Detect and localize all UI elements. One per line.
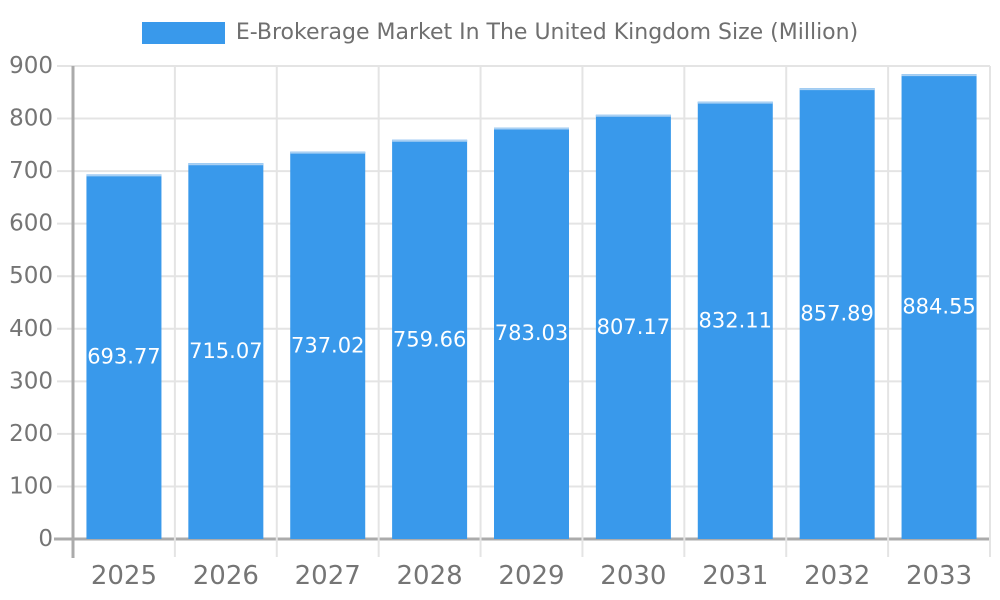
y-tick-label: 600 <box>9 211 53 237</box>
y-tick-label: 300 <box>9 368 53 394</box>
legend-swatch <box>141 21 225 44</box>
bar-value-label: 737.02 <box>291 333 364 357</box>
y-tick-label: 500 <box>9 263 53 289</box>
bar-2029[interactable] <box>494 127 569 539</box>
bar-value-label: 783.03 <box>495 321 568 345</box>
y-tick-label: 100 <box>9 473 53 499</box>
x-tick-label: 2025 <box>91 561 157 591</box>
x-tick-label: 2030 <box>600 561 666 591</box>
bar-2030[interactable] <box>595 114 671 539</box>
bar-2027[interactable] <box>290 151 366 540</box>
bar-2031[interactable] <box>697 101 773 540</box>
y-tick-label: 700 <box>9 158 53 184</box>
x-tick-label: 2029 <box>498 561 564 591</box>
y-tick-label: 900 <box>9 53 53 79</box>
y-tick-label: 0 <box>38 526 53 552</box>
legend-series-label: E-Brokerage Market In The United Kingdom… <box>235 20 859 45</box>
x-tick-label: 2028 <box>397 561 463 591</box>
bar-value-label: 759.66 <box>393 327 466 351</box>
y-tick-label: 400 <box>9 316 53 342</box>
bar-2026[interactable] <box>188 163 264 540</box>
bar-2033[interactable] <box>901 74 977 539</box>
x-tick-label: 2026 <box>193 561 259 591</box>
legend[interactable]: E-Brokerage Market In The United Kingdom… <box>0 20 1000 45</box>
bar-2028[interactable] <box>392 139 468 539</box>
x-tick-label: 2031 <box>702 561 768 591</box>
x-tick-label: 2033 <box>906 561 972 591</box>
bar-value-label: 807.17 <box>597 315 670 339</box>
x-tick-label: 2027 <box>295 561 361 591</box>
y-tick-label: 800 <box>9 106 53 132</box>
bar-value-label: 832.11 <box>699 308 772 332</box>
bar-value-label: 715.07 <box>189 339 262 363</box>
bar-value-label: 884.55 <box>902 295 975 319</box>
bar-value-label: 693.77 <box>87 345 160 369</box>
bar-2025[interactable] <box>86 174 162 539</box>
y-tick-label: 200 <box>9 421 53 447</box>
bar-2032[interactable] <box>799 88 875 540</box>
x-tick-label: 2032 <box>804 561 870 591</box>
bar-value-label: 857.89 <box>800 302 873 326</box>
